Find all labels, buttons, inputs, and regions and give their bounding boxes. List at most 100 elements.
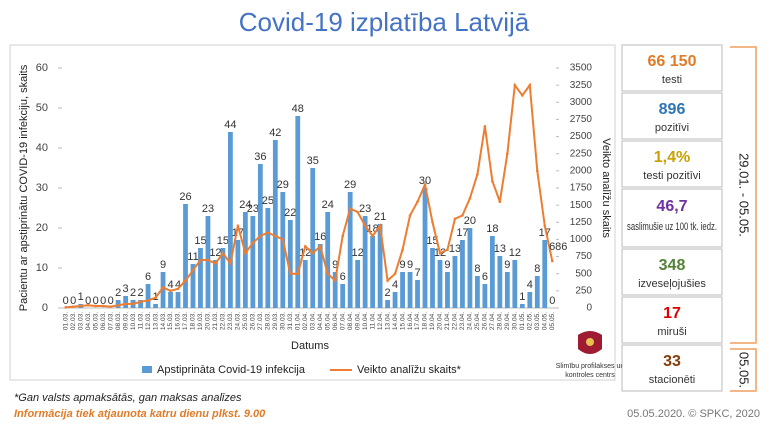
bar-label: 4	[167, 279, 173, 291]
line-point	[109, 305, 112, 308]
y-tick-label: 50	[36, 102, 48, 114]
chart-title: Covid-19 izplatība Latvijā	[239, 7, 530, 37]
line-point	[408, 214, 412, 217]
bar-label: 42	[269, 127, 281, 139]
line-point	[191, 268, 195, 272]
bar	[295, 116, 301, 308]
bar-label: 3	[123, 283, 129, 295]
bar-label: 2	[130, 287, 136, 299]
stats-panel: 66 150 testi 896 pozitīvi 1,4% testi pozitīvi…	[621, 44, 723, 392]
bar	[183, 204, 188, 308]
x-tick-label: 11.04.	[369, 312, 376, 330]
line-point	[416, 200, 419, 204]
bar	[392, 292, 398, 308]
legend-swatch	[142, 366, 152, 373]
x-tick-label: 16.03.	[175, 312, 182, 330]
stat-box	[621, 296, 723, 344]
x-tick-label: 16.04.	[407, 312, 414, 330]
y2-tick-label: 0	[586, 303, 592, 314]
bar	[430, 248, 435, 308]
bar	[519, 304, 525, 308]
x-tick-label: 27.03.	[257, 312, 264, 330]
bar-label: 0	[100, 295, 106, 307]
x-tick-label: 02.05.	[527, 312, 534, 330]
bar-label: 30	[419, 175, 431, 187]
bar-label: 6	[340, 271, 346, 283]
stat-value: 348	[659, 257, 686, 274]
x-tick-label: 19.04.	[429, 312, 436, 330]
logo: Slimību profilakses un kontroles centrs	[556, 331, 625, 379]
bar	[280, 192, 286, 308]
bar-label: 4	[527, 279, 533, 291]
bar	[175, 292, 181, 308]
x-tick-label: 07.03.	[107, 312, 114, 330]
stat-value: 1,4%	[654, 149, 690, 166]
y-tick-label: 0	[42, 302, 48, 314]
y2-tick-label: 3500	[570, 63, 593, 74]
bar-label: 15	[194, 235, 206, 247]
y-tick-label: 20	[36, 222, 48, 234]
line-point	[116, 303, 120, 307]
line-point	[288, 272, 292, 276]
line-point	[483, 124, 487, 128]
bar	[190, 264, 196, 308]
line-point	[318, 244, 322, 248]
x-tick-label: 22.03.	[220, 312, 227, 330]
bar-label: 9	[504, 259, 510, 271]
bar	[437, 260, 443, 308]
line-point	[64, 306, 68, 309]
x-tick-label: 02.03.	[70, 312, 77, 330]
stat-label: testi pozitīvi	[643, 170, 700, 182]
bar	[475, 276, 480, 308]
stat-value: 896	[659, 101, 686, 118]
y2-tick-label: 750	[575, 251, 592, 262]
x-tick-label: 21.03.	[212, 312, 219, 330]
bar	[310, 168, 316, 308]
stat-box	[621, 44, 723, 92]
bar-label: 2	[138, 287, 144, 299]
line-point	[229, 262, 232, 265]
bar	[160, 272, 166, 308]
line-point	[184, 279, 187, 282]
x-tick-label: 04.05.	[541, 312, 548, 330]
x-tick-label: 01.04.	[294, 312, 301, 330]
line-point	[169, 289, 172, 293]
x-tick-label: 08.04.	[347, 312, 354, 330]
bar-label: 0	[70, 295, 76, 307]
x-tick-label: 04.03.	[85, 312, 92, 330]
bar-label: 0	[549, 295, 555, 307]
y2-tick-label: 3250	[570, 80, 593, 91]
logo-text: Slimību profilakses un	[556, 363, 625, 370]
bar-label: 18	[486, 223, 498, 235]
bar	[265, 208, 271, 308]
bar-label: 4	[175, 279, 181, 291]
legend-label: Veikto analīžu skaits*	[357, 364, 462, 376]
logo-text: kontroles centrs	[565, 372, 615, 379]
x-tick-label: 29.03.	[272, 312, 279, 330]
y-tick-label: 60	[36, 62, 48, 74]
line-point	[161, 286, 165, 289]
bar	[205, 216, 211, 308]
bar-label: 6	[482, 271, 488, 283]
line-label: 686	[549, 241, 567, 253]
line-point	[356, 210, 359, 214]
line-point	[401, 248, 404, 252]
x-tick-label: 26.04.	[482, 312, 489, 330]
line-point	[521, 94, 524, 97]
x-tick-label: 03.03.	[77, 312, 84, 330]
bar	[153, 304, 158, 308]
bar-label: 12	[209, 247, 221, 259]
x-tick-label: 09.03.	[122, 312, 129, 330]
line-point	[86, 303, 90, 307]
bar	[355, 260, 361, 308]
legend-label: Apstiprināta Covid-19 infekcija	[157, 364, 306, 376]
line-point	[154, 296, 157, 300]
source: 05.05.2020. © SPKC, 2020	[627, 408, 760, 420]
legend: Apstiprināta Covid-19 infekcija Veikto a…	[142, 364, 462, 376]
line-point	[393, 272, 397, 276]
stat-box	[621, 344, 723, 392]
bar-label: 12	[509, 247, 521, 259]
x-tick-label: 03.04.	[309, 312, 316, 330]
